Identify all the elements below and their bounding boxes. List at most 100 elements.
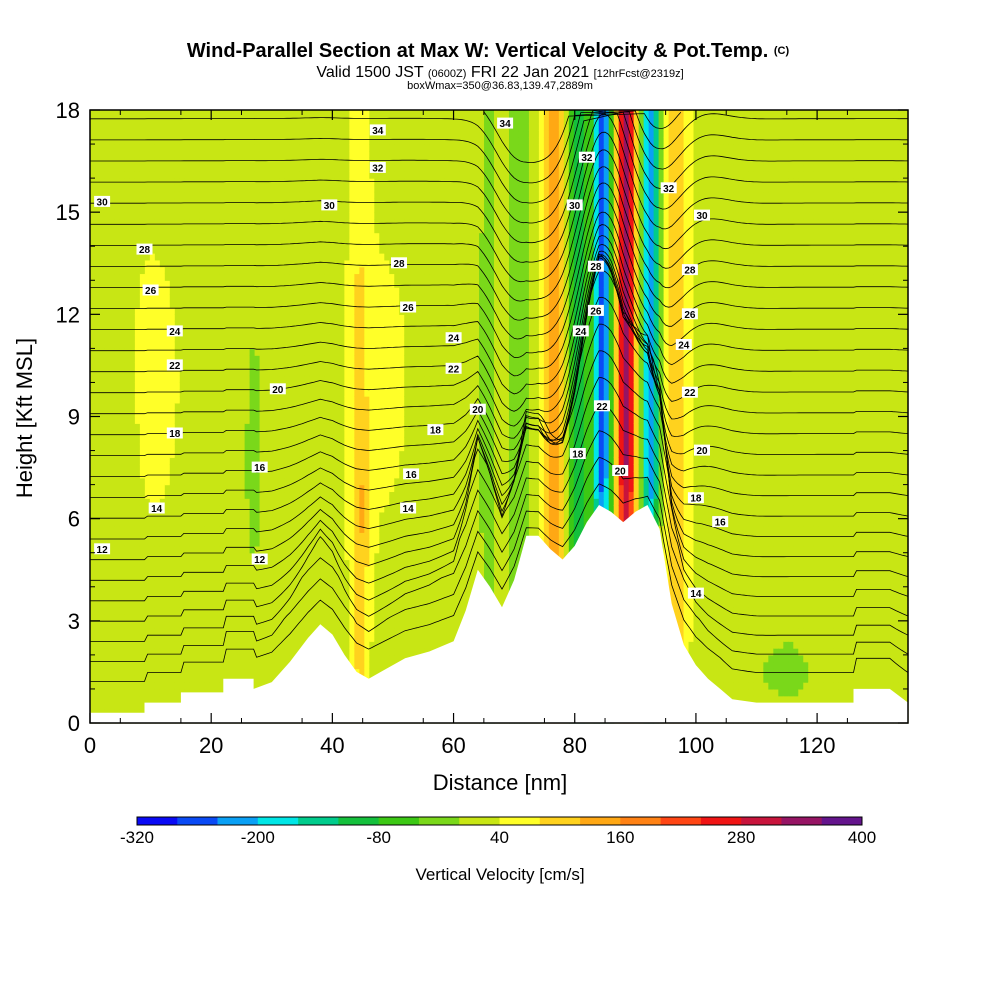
velocity-cell [114, 232, 121, 241]
velocity-cell [234, 150, 241, 159]
velocity-cell [154, 368, 161, 377]
velocity-cell [324, 402, 331, 411]
velocity-cell [214, 620, 221, 629]
velocity-cell [359, 402, 365, 411]
velocity-cell [124, 498, 131, 506]
velocity-cell [214, 130, 221, 138]
velocity-cell [189, 287, 196, 295]
velocity-cell [199, 402, 206, 411]
velocity-cell [149, 266, 156, 275]
velocity-cell [329, 123, 335, 132]
velocity-cell [114, 382, 121, 390]
velocity-cell [159, 614, 166, 622]
velocity-cell [249, 287, 256, 295]
velocity-cell [239, 123, 246, 132]
velocity-cell [209, 382, 216, 390]
velocity-cell [114, 293, 121, 302]
velocity-cell [314, 457, 321, 465]
velocity-cell [149, 184, 156, 193]
velocity-cell [179, 307, 186, 315]
velocity-cell [254, 123, 261, 132]
velocity-cell [124, 559, 131, 567]
velocity-cell [329, 389, 335, 397]
velocity-cell [294, 579, 301, 588]
velocity-cell [294, 498, 301, 506]
velocity-cell [189, 430, 196, 438]
velocity-cell [159, 518, 166, 527]
velocity-cell [104, 525, 111, 533]
velocity-cell [114, 579, 121, 588]
velocity-cell [184, 198, 191, 206]
velocity-cell [109, 218, 116, 227]
velocity-cell [349, 491, 355, 499]
velocity-cell [249, 579, 256, 588]
velocity-cell [184, 321, 191, 329]
velocity-cell [144, 191, 151, 200]
velocity-cell [339, 409, 345, 418]
velocity-cell [314, 539, 321, 547]
velocity-cell [90, 184, 96, 193]
velocity-cell [339, 232, 345, 241]
velocity-cell [179, 355, 186, 363]
velocity-cell [339, 184, 345, 193]
velocity-cell [274, 239, 281, 247]
velocity-cell [114, 545, 121, 554]
valid-line: Valid 1500 JST (0600Z) FRI 22 Jan 2021 [… [316, 64, 683, 81]
velocity-cell [109, 402, 116, 411]
velocity-cell [144, 266, 151, 275]
velocity-cell [99, 123, 106, 132]
velocity-cell [279, 402, 286, 411]
velocity-cell [274, 218, 281, 227]
velocity-cell [124, 144, 131, 152]
velocity-cell [314, 164, 321, 172]
velocity-cell [294, 416, 301, 424]
velocity-cell [109, 164, 116, 172]
velocity-cell [109, 416, 116, 424]
velocity-cell [149, 586, 156, 595]
velocity-cell [90, 634, 96, 642]
velocity-cell [104, 498, 111, 506]
velocity-cell [294, 545, 301, 554]
velocity-cell [139, 355, 146, 363]
velocity-cell [214, 668, 221, 676]
velocity-cell [239, 409, 246, 418]
velocity-cell [354, 130, 360, 138]
velocity-cell [329, 607, 335, 615]
velocity-cell [90, 321, 96, 329]
velocity-cell [284, 225, 291, 234]
velocity-cell [364, 443, 370, 452]
velocity-cell [274, 232, 281, 241]
velocity-cell [119, 702, 126, 710]
velocity-cell [174, 566, 181, 574]
velocity-cell [309, 525, 316, 533]
velocity-cell [264, 409, 271, 418]
velocity-cell [249, 259, 256, 268]
velocity-cell [304, 314, 311, 322]
velocity-cell [299, 614, 306, 622]
velocity-cell [149, 409, 156, 418]
velocity-cell [134, 648, 141, 656]
velocity-cell [274, 225, 281, 234]
velocity-cell [309, 287, 316, 295]
velocity-cell [189, 389, 196, 397]
velocity-cell [274, 436, 281, 445]
velocity-cell [294, 184, 301, 193]
velocity-cell [294, 232, 301, 241]
velocity-cell [259, 634, 266, 642]
velocity-cell [329, 620, 335, 629]
velocity-cell [144, 239, 151, 247]
velocity-cell [224, 123, 231, 132]
velocity-cell [119, 695, 126, 704]
velocity-cell [189, 525, 196, 533]
velocity-cell [174, 654, 181, 663]
velocity-cell [239, 511, 246, 520]
velocity-cell [219, 675, 226, 683]
velocity-cell [214, 362, 221, 370]
velocity-cell [334, 273, 340, 281]
velocity-cell [234, 484, 241, 493]
velocity-cell [289, 430, 296, 438]
velocity-cell [304, 552, 311, 561]
velocity-cell [179, 545, 186, 554]
velocity-cell [284, 178, 291, 186]
velocity-cell [179, 389, 186, 397]
